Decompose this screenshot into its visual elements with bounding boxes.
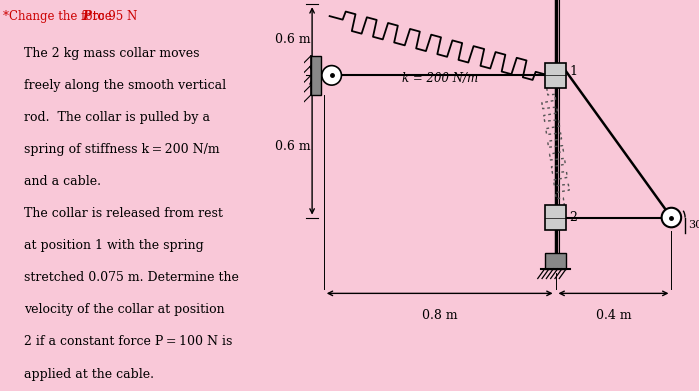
Circle shape: [322, 66, 341, 85]
Bar: [545, 63, 566, 88]
Text: 0.4 m: 0.4 m: [596, 309, 631, 322]
Text: 2 if a constant force P = 100 N is: 2 if a constant force P = 100 N is: [24, 335, 233, 348]
Bar: [545, 205, 566, 230]
Text: velocity of the collar at position: velocity of the collar at position: [24, 303, 224, 316]
Text: to 95 N: to 95 N: [89, 10, 138, 23]
Text: at position 1 with the spring: at position 1 with the spring: [24, 239, 204, 252]
Text: freely along the smooth vertical: freely along the smooth vertical: [24, 79, 226, 92]
Bar: [545, 253, 566, 269]
Text: and a cable.: and a cable.: [24, 175, 101, 188]
Text: The collar is released from rest: The collar is released from rest: [24, 207, 223, 220]
Text: stretched 0.075 m. Determine the: stretched 0.075 m. Determine the: [24, 271, 239, 284]
Text: *Change the force: *Change the force: [3, 10, 116, 23]
Circle shape: [662, 208, 681, 227]
Text: k = 200 N/m: k = 200 N/m: [402, 72, 478, 85]
Text: The 2 kg mass collar moves: The 2 kg mass collar moves: [24, 47, 199, 60]
Bar: [311, 56, 321, 95]
Text: 1: 1: [570, 65, 577, 78]
Text: rod.  The collar is pulled by a: rod. The collar is pulled by a: [24, 111, 210, 124]
Text: 0.6 m: 0.6 m: [275, 140, 310, 153]
Text: spring of stiffness k = 200 N/m: spring of stiffness k = 200 N/m: [24, 143, 219, 156]
Text: applied at the cable.: applied at the cable.: [24, 368, 154, 380]
Text: 2: 2: [570, 211, 577, 224]
Text: 0.6 m: 0.6 m: [275, 33, 310, 46]
Text: 30°: 30°: [688, 221, 699, 230]
Text: 0.8 m: 0.8 m: [422, 309, 458, 322]
Text: P: P: [82, 10, 92, 23]
